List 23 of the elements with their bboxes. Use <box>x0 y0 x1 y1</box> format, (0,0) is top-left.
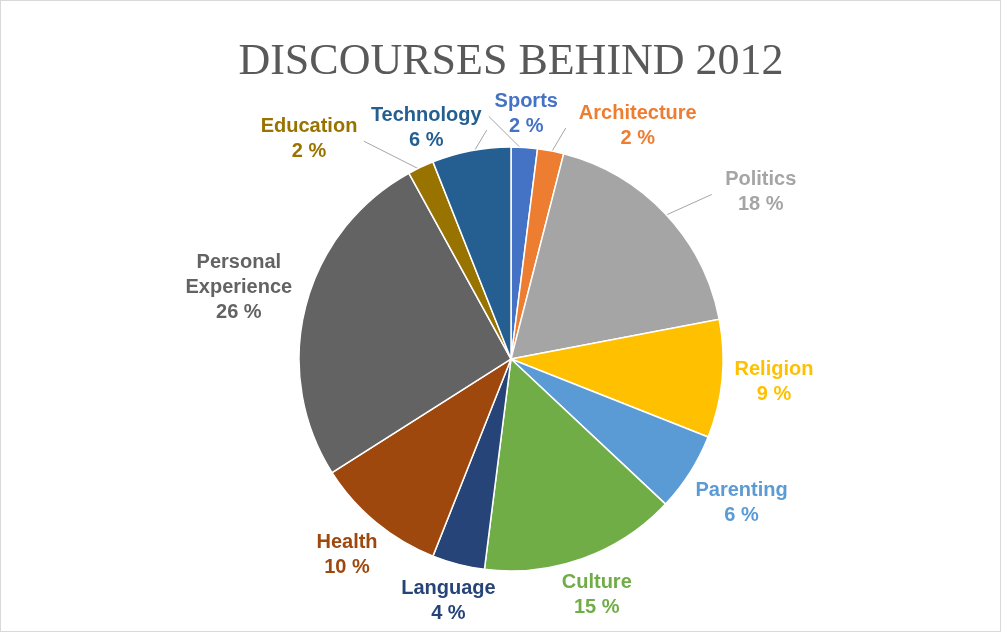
chart-title: DISCOURSES BEHIND 2012 <box>238 35 784 84</box>
data-label: 4 % <box>431 600 466 623</box>
slice-label: Education <box>260 114 358 137</box>
slice-label: Personal Experience <box>185 249 293 297</box>
data-label: 2 % <box>291 139 327 162</box>
data-label: 10 % <box>324 555 371 578</box>
slice-label: Sports <box>494 89 558 112</box>
slice-label: Politics <box>725 167 797 190</box>
data-label: 6 % <box>724 503 760 526</box>
slice-label: Architecture <box>578 101 697 123</box>
slice-label: Culture <box>561 570 632 593</box>
slice-label: Health <box>316 530 378 553</box>
slice-label: Technology <box>370 103 483 126</box>
data-label: 2 % <box>620 126 656 148</box>
slice-label: Language <box>401 575 496 598</box>
data-label: 6 % <box>409 128 444 151</box>
data-label: 2 % <box>509 114 544 137</box>
slice-label: Parenting <box>695 478 788 501</box>
slice-label: Religion <box>734 356 814 379</box>
data-label: 9 % <box>756 381 792 404</box>
data-label: 26 % <box>216 299 262 322</box>
data-label: 15 % <box>573 595 620 618</box>
data-label: 18 % <box>737 192 784 215</box>
